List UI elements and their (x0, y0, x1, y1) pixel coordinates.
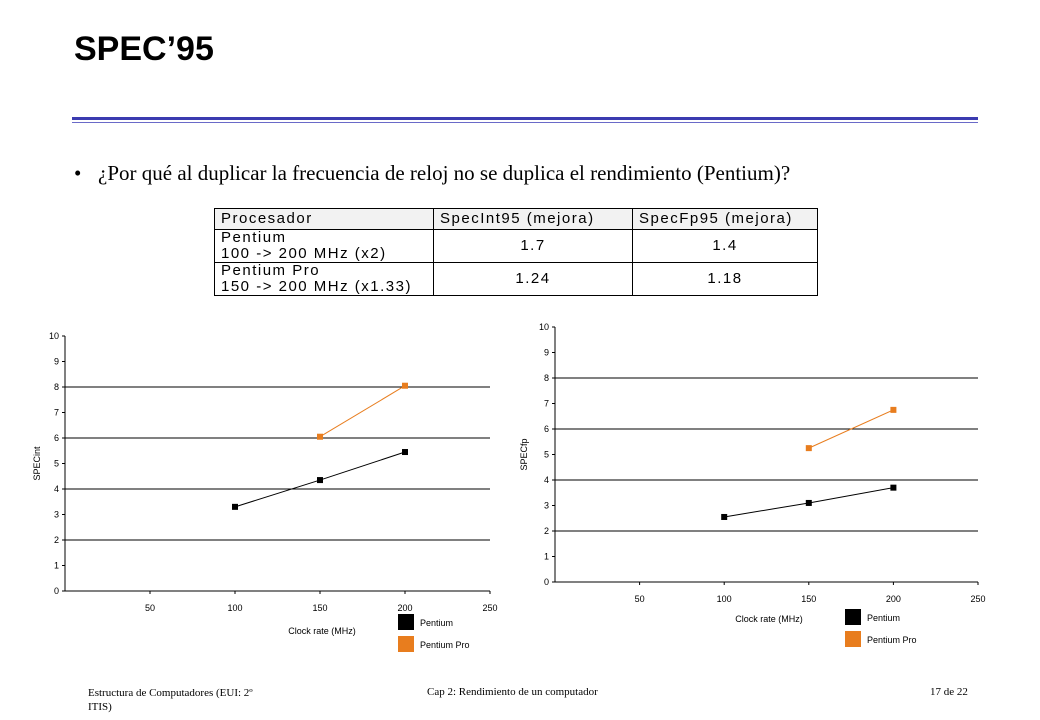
legend-label: Pentium (420, 618, 453, 628)
y-tick-label: 4 (54, 484, 59, 494)
y-tick-label: 7 (544, 399, 549, 409)
title-rule-thin (72, 122, 978, 123)
x-axis-label: Clock rate (MHz) (735, 614, 803, 624)
y-tick-label: 9 (544, 348, 549, 358)
table-header-cell: SpecFp95 (mejora) (632, 208, 818, 230)
data-point (232, 503, 238, 510)
y-tick-label: 8 (544, 373, 549, 383)
y-axis-label: SPECfp (519, 438, 529, 470)
processor-name: Pentium (221, 229, 287, 246)
y-tick-label: 6 (544, 424, 549, 434)
y-tick-label: 2 (54, 535, 59, 545)
processor-freq: 100 -> 200 MHz (x2) (221, 245, 387, 262)
footer-course-line2: ITIS) (88, 701, 112, 713)
y-axis-label: SPECint (32, 446, 42, 481)
data-point (317, 433, 323, 440)
x-tick-label: 250 (482, 603, 497, 613)
table-header-cell: Procesador (214, 208, 434, 230)
table-cell-processor: Pentium 100 -> 200 MHz (x2) (214, 229, 434, 263)
legend-label: Pentium Pro (420, 640, 470, 650)
footer-page: 17 de 22 (930, 686, 968, 698)
y-tick-label: 9 (54, 357, 59, 367)
y-tick-label: 7 (54, 408, 59, 418)
table-cell-processor: Pentium Pro 150 -> 200 MHz (x1.33) (214, 262, 434, 296)
data-point (890, 406, 897, 413)
data-point (805, 445, 812, 452)
data-point (317, 477, 323, 484)
data-point (402, 449, 408, 456)
bullet-icon: • (74, 161, 82, 185)
y-tick-label: 5 (544, 450, 549, 460)
legend-swatch (845, 609, 861, 625)
table-cell-fp: 1.4 (632, 229, 818, 263)
x-tick-label: 50 (635, 594, 645, 604)
series-line (808, 409, 894, 449)
table-cell-int: 1.7 (433, 229, 633, 263)
data-point (721, 513, 728, 520)
y-tick-label: 8 (54, 382, 59, 392)
x-tick-label: 250 (970, 594, 985, 604)
table-cell-fp: 1.18 (632, 262, 818, 296)
legend-swatch (398, 614, 414, 630)
slide-title: SPEC’95 (74, 30, 214, 68)
y-tick-label: 5 (54, 459, 59, 469)
y-tick-label: 3 (544, 501, 549, 511)
table-cell-int: 1.24 (433, 262, 633, 296)
x-tick-label: 200 (886, 594, 901, 604)
data-point (402, 382, 408, 389)
footer-chapter: Cap 2: Rendimiento de un computador (427, 686, 598, 698)
y-tick-label: 2 (544, 526, 549, 536)
y-tick-label: 6 (54, 433, 59, 443)
spec-table: Procesador SpecInt95 (mejora) SpecFp95 (… (214, 208, 818, 296)
series-line (319, 385, 406, 438)
y-tick-label: 0 (544, 577, 549, 587)
table-header-cell: SpecInt95 (mejora) (433, 208, 633, 230)
x-tick-label: 150 (312, 603, 327, 613)
table-header-row: Procesador SpecInt95 (mejora) SpecFp95 (… (214, 208, 818, 230)
y-tick-label: 10 (49, 331, 59, 341)
title-rule (72, 117, 978, 120)
x-tick-label: 100 (717, 594, 732, 604)
y-tick-label: 0 (54, 586, 59, 596)
y-tick-label: 3 (54, 510, 59, 520)
y-tick-label: 1 (544, 552, 549, 562)
legend-swatch (845, 631, 861, 647)
bullet-question: ¿Por qué al duplicar la frecuencia de re… (98, 161, 791, 185)
processor-freq: 150 -> 200 MHz (x1.33) (221, 278, 412, 295)
legend-label: Pentium Pro (867, 635, 917, 645)
x-tick-label: 100 (227, 603, 242, 613)
x-tick-label: 200 (397, 603, 412, 613)
footer-course: Estructura de Computadores (EUI: 2º ITIS… (88, 686, 253, 714)
y-tick-label: 4 (544, 475, 549, 485)
footer-course-line1: Estructura de Computadores (EUI: 2º (88, 687, 253, 699)
table-row: Pentium Pro 150 -> 200 MHz (x1.33) 1.24 … (214, 262, 818, 296)
data-point (805, 499, 812, 506)
y-tick-label: 1 (54, 561, 59, 571)
x-tick-label: 50 (145, 603, 155, 613)
x-tick-label: 150 (801, 594, 816, 604)
y-tick-label: 10 (539, 322, 549, 332)
legend-label: Pentium (867, 613, 900, 623)
table-row: Pentium 100 -> 200 MHz (x2) 1.7 1.4 (214, 229, 818, 263)
legend-swatch (398, 636, 414, 652)
processor-name: Pentium Pro (221, 262, 321, 279)
x-axis-label: Clock rate (MHz) (288, 626, 356, 636)
data-point (890, 484, 897, 491)
